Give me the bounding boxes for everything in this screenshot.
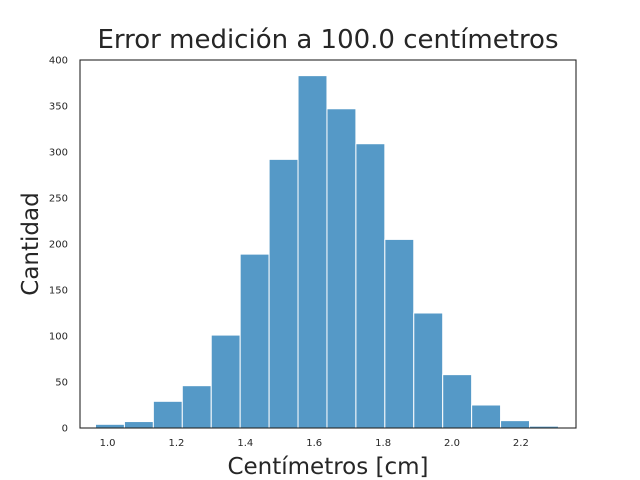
histogram-bar: [95, 423, 125, 429]
y-tick-label: 50: [55, 378, 68, 389]
histogram-bar: [297, 75, 328, 429]
x-tick-label: 1.4: [237, 438, 253, 449]
y-tick-label: 350: [49, 102, 68, 113]
histogram-bar: [181, 385, 212, 429]
x-tick-label: 1.8: [375, 438, 391, 449]
histogram-bar: [123, 421, 154, 429]
y-axis-label: Cantidad: [18, 192, 44, 295]
x-axis-label: Centímetros [cm]: [227, 454, 428, 480]
histogram-bar: [413, 312, 444, 429]
histogram-bar: [442, 374, 473, 429]
histogram-bar: [239, 253, 270, 429]
x-tick-label: 2.0: [444, 438, 460, 449]
y-tick-label: 300: [49, 148, 68, 159]
histogram-bar: [152, 400, 183, 429]
histogram-bar: [210, 334, 241, 429]
x-tick-label: 2.2: [513, 438, 529, 449]
x-tick-label: 1.6: [306, 438, 322, 449]
y-tick-label: 0: [62, 424, 68, 435]
x-axis-ticks: 1.0 1.2 1.4 1.6 1.8 2.0 2.2: [100, 438, 529, 449]
x-tick-label: 1.2: [168, 438, 184, 449]
histogram-bar: [268, 158, 299, 429]
histogram-bar: [384, 238, 415, 429]
y-tick-label: 200: [49, 240, 68, 251]
y-tick-label: 100: [49, 332, 68, 343]
y-tick-label: 150: [49, 286, 68, 297]
y-axis-ticks: 0 50 100 150 200 250 300 350 400: [49, 56, 68, 435]
chart-title: Error medición a 100.0 centímetros: [97, 25, 558, 55]
y-tick-label: 250: [49, 194, 68, 205]
histogram-bar: [326, 108, 357, 429]
histogram-bar: [471, 404, 502, 429]
histogram-bar: [500, 420, 531, 429]
histogram-bar: [355, 143, 386, 429]
plot-frame: [79, 59, 577, 429]
bars-group: [95, 75, 559, 429]
y-tick-label: 400: [49, 56, 68, 67]
x-tick-label: 1.0: [100, 438, 116, 449]
